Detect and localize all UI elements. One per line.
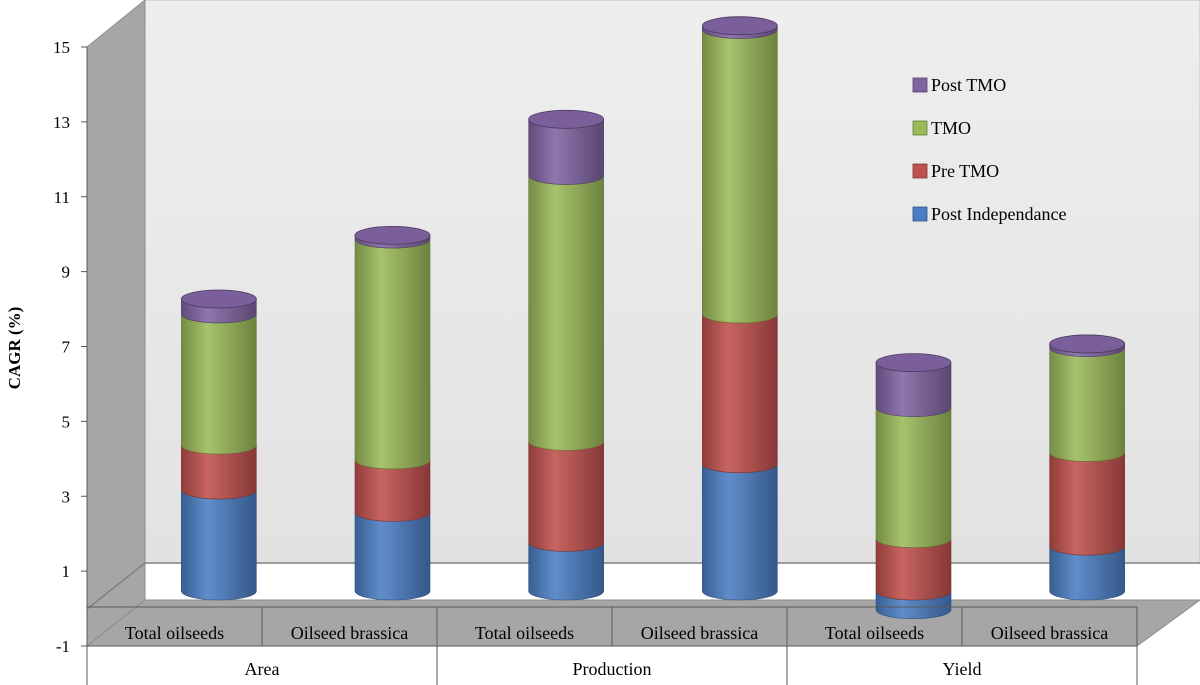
side-wall [86,0,146,648]
legend-label: TMO [931,118,971,138]
bar-cap [1049,334,1126,354]
y-axis-title: CAGR (%) [5,307,24,390]
y-tick-label: 11 [54,188,70,207]
bar-segment [528,441,604,552]
category-label: Oilseed brassica [641,623,758,643]
category-label: Total oilseeds [125,623,224,643]
bar-stack [528,109,605,601]
group-label: Area [245,659,280,679]
bar-cap [875,353,952,373]
group-label: Production [573,659,652,679]
bar-stack [180,289,257,601]
category-label: Oilseed brassica [991,623,1108,643]
legend-swatch [912,206,928,222]
bar-cap [701,16,778,36]
category-label: Total oilseeds [475,623,574,643]
y-tick-label: 15 [53,38,70,57]
legend-swatch [912,163,928,179]
legend-label: Post Independance [931,204,1066,224]
bar-segment [528,175,604,451]
bar-segment [528,119,604,185]
y-tick-label: 7 [62,338,71,357]
legend-label: Pre TMO [931,161,999,181]
legend-item: Pre TMO [912,161,999,181]
legend-item: Post TMO [912,75,1006,95]
y-tick-label: -1 [56,637,70,656]
bar-stack [875,353,952,620]
bar-cap [354,225,431,245]
bar-segment [354,239,431,470]
legend-item: TMO [912,118,971,138]
legend-label: Post TMO [931,75,1006,95]
bar-segment [702,313,778,474]
legend-item: Post Independance [912,204,1066,224]
bar-segment [1049,347,1125,462]
category-label: Oilseed brassica [291,623,408,643]
back-wall [144,0,1200,564]
legend: Post TMO TMO Pre TMO Post Independance [912,75,1066,224]
bar-segment [702,463,778,601]
category-axis: Total oilseeds Oilseed brassica Total oils… [86,606,1138,685]
bar-segment [702,29,778,324]
bar-segment [181,313,257,455]
y-tick-label: 3 [62,487,71,506]
y-tick-label: 1 [62,562,71,581]
baseline-zero-side [86,562,146,610]
bar-stack [354,225,431,601]
y-tick-label: 13 [53,113,70,132]
bar-stack [701,16,778,601]
category-label: Total oilseeds [825,623,924,643]
legend-swatch [912,77,928,93]
bar-segment [354,512,431,601]
group-label: Yield [943,659,982,679]
bar-segment [875,407,952,548]
bars [180,16,1126,620]
y-tick-label: 5 [62,412,71,431]
bar-stack [1049,334,1126,601]
bar-segment [181,489,257,601]
legend-swatch [912,120,928,136]
bar-cap [528,109,605,129]
bar-segment [1049,452,1125,556]
bar-cap [180,289,257,309]
y-tick-label: 9 [62,263,71,282]
